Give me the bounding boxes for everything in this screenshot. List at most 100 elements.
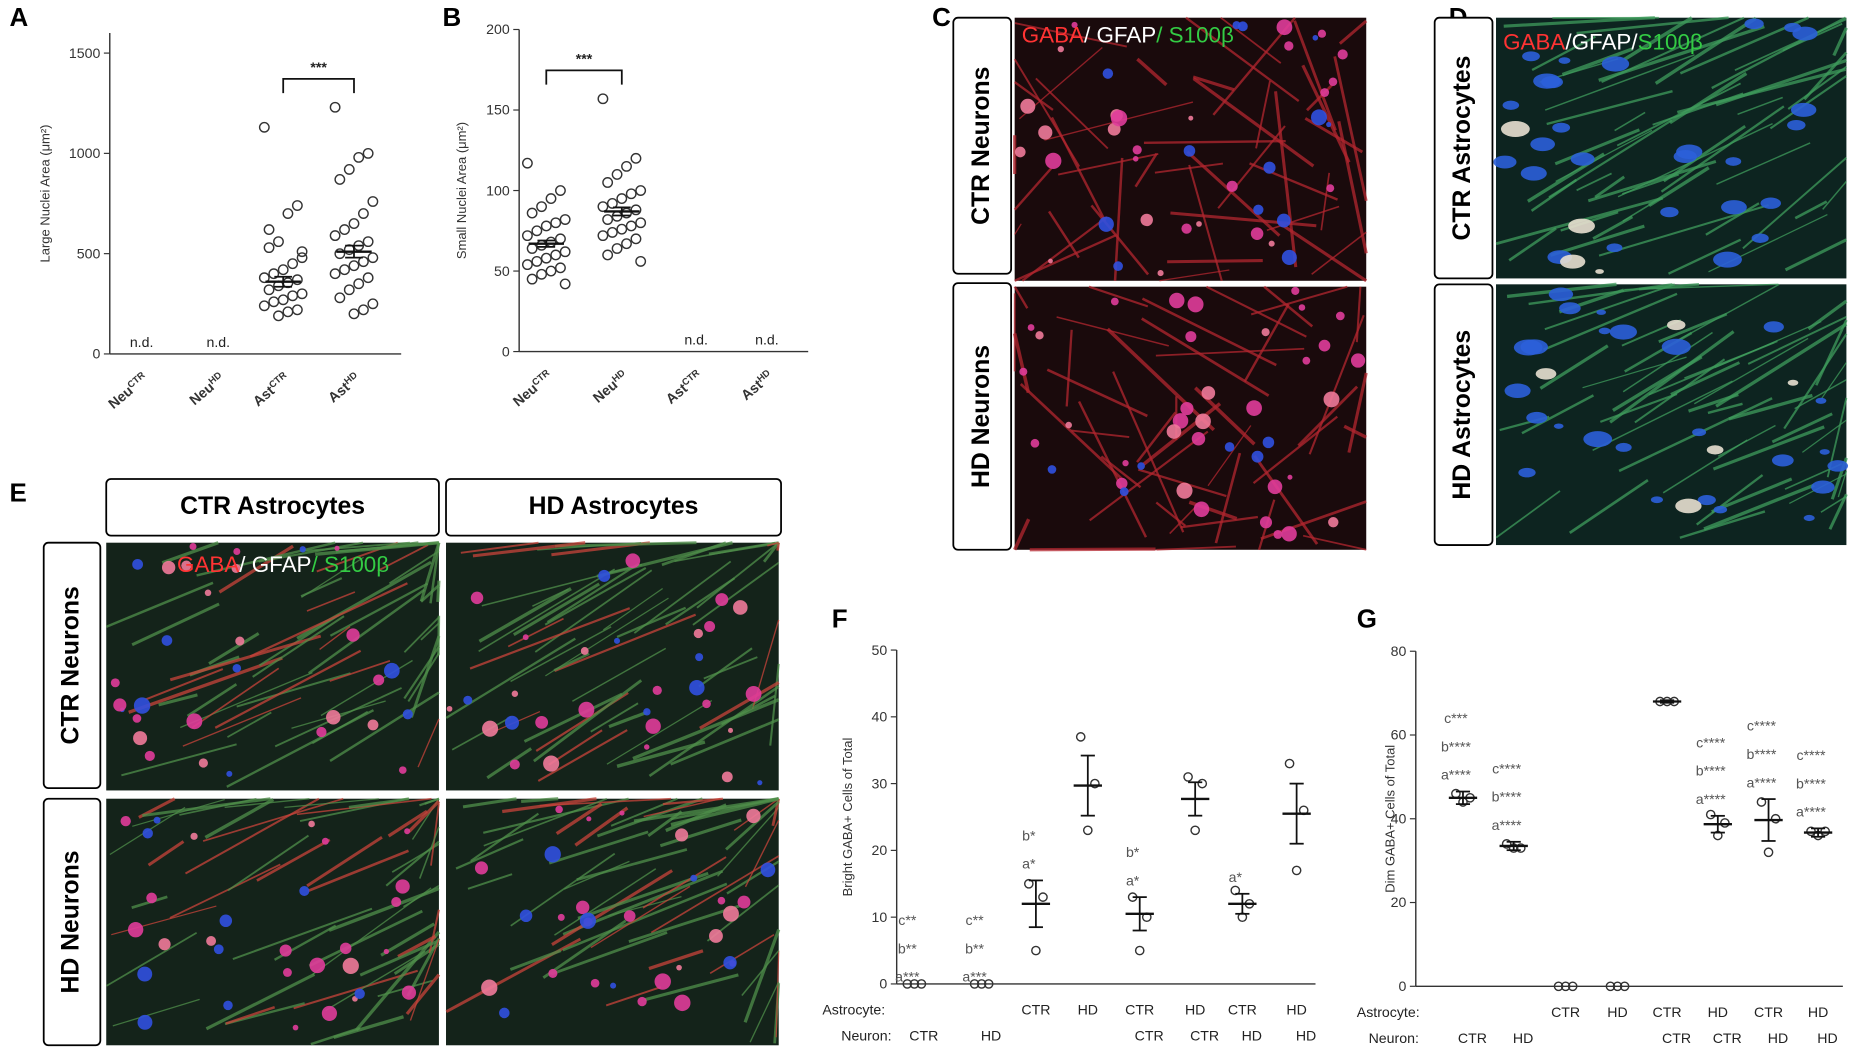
fibre — [1544, 54, 1695, 111]
cell — [519, 909, 533, 923]
cell — [1553, 423, 1564, 429]
fibre — [521, 797, 559, 803]
cell — [737, 895, 751, 909]
cell — [1697, 494, 1716, 506]
x-tick-label: CTR — [1021, 1002, 1050, 1018]
cell — [1020, 98, 1036, 114]
fibre — [236, 672, 351, 708]
fibre — [602, 587, 663, 631]
fibre — [1693, 337, 1809, 405]
fibre — [329, 659, 391, 682]
cell — [1787, 379, 1799, 386]
fibre — [550, 931, 668, 976]
cell — [690, 874, 698, 882]
cell — [1548, 287, 1574, 302]
cell — [1267, 479, 1283, 495]
fibre — [407, 799, 441, 833]
fibre — [544, 567, 647, 626]
fibre — [546, 562, 640, 624]
cell — [1570, 152, 1595, 166]
category-sup: CTR — [125, 369, 147, 390]
cell — [1725, 157, 1742, 166]
fibre — [1561, 47, 1634, 77]
panel-letter: C — [932, 4, 951, 32]
data-point — [353, 151, 365, 163]
cell — [1541, 76, 1563, 89]
data-point — [329, 230, 341, 242]
cell — [1253, 204, 1264, 215]
fibre — [1155, 501, 1186, 527]
cell — [704, 620, 716, 632]
fibre — [406, 937, 441, 997]
fibre — [1737, 96, 1783, 116]
label-box-text: CTR Neurons — [58, 586, 85, 744]
fibre — [158, 693, 198, 707]
fibre — [507, 617, 564, 648]
fibre — [542, 919, 627, 979]
fibre — [387, 809, 428, 838]
fibre — [1113, 157, 1124, 281]
fibre — [388, 550, 440, 585]
group-letter: b**** — [1747, 746, 1777, 762]
fibre — [451, 716, 512, 751]
x-tick-label: CTR — [1551, 1004, 1580, 1020]
cell — [1071, 21, 1078, 29]
fibre — [1787, 65, 1848, 110]
fibre — [605, 986, 662, 1007]
fibre — [142, 797, 271, 818]
fibre — [1658, 312, 1728, 343]
cell — [481, 979, 498, 996]
cell — [522, 634, 529, 641]
fibre — [572, 647, 667, 702]
cell — [321, 1005, 338, 1022]
data-point — [263, 224, 275, 236]
cell — [717, 896, 726, 905]
fibre — [1807, 299, 1848, 331]
y-tick-label: 40 — [872, 709, 888, 725]
label-box-text: HD Astrocytes — [529, 493, 699, 520]
data-point — [282, 306, 294, 318]
fibre — [743, 929, 781, 1023]
fibre — [696, 541, 780, 609]
x-tick-label: HD — [1286, 1002, 1306, 1018]
cell — [204, 589, 212, 597]
fibre — [1554, 128, 1640, 166]
cell — [1057, 45, 1064, 53]
fibre — [121, 743, 237, 777]
cell — [1014, 146, 1026, 158]
cell — [137, 1014, 153, 1030]
data-point — [1567, 981, 1578, 992]
fibre — [1705, 202, 1760, 236]
fibre — [1013, 167, 1053, 211]
fibre — [1143, 140, 1286, 144]
cell — [231, 563, 241, 574]
fibre — [1090, 204, 1150, 276]
cell — [189, 543, 197, 551]
y-axis-label: Large Nuclei Area (μm²) — [38, 125, 53, 263]
data-point — [1619, 981, 1630, 992]
cell — [1568, 218, 1595, 234]
cell — [1596, 309, 1607, 315]
cell — [637, 996, 647, 1007]
cell — [1287, 474, 1293, 480]
fibre — [258, 541, 364, 563]
fibre — [333, 1015, 404, 1040]
data-point — [635, 255, 647, 267]
nd-label: n.d. — [755, 331, 779, 347]
group-letter: a*** — [895, 969, 920, 985]
cell — [623, 910, 636, 922]
cell — [1027, 324, 1035, 331]
cell — [339, 942, 352, 955]
data-point — [1031, 945, 1041, 956]
cell — [1827, 460, 1849, 472]
cell — [1183, 145, 1196, 157]
data-point — [909, 979, 920, 989]
cell — [1760, 197, 1781, 209]
data-point — [559, 214, 571, 225]
category-sup: CTR — [679, 366, 701, 387]
fibre — [1822, 180, 1847, 210]
cell — [161, 635, 173, 646]
cell — [1601, 56, 1630, 72]
cell — [133, 697, 151, 714]
data-point — [358, 208, 369, 219]
